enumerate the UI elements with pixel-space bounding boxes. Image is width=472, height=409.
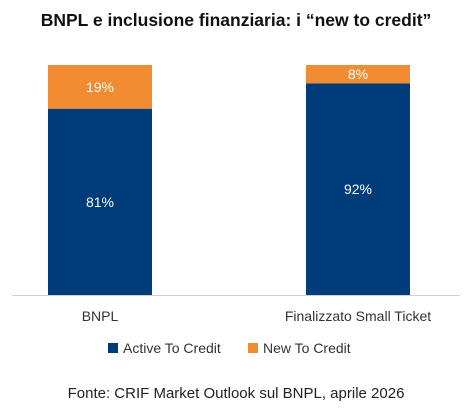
legend-swatch — [108, 343, 118, 353]
bar-active-to-credit-0 — [48, 108, 152, 295]
bar-new-to-credit-0 — [48, 65, 152, 109]
data-label: 81% — [86, 194, 114, 210]
data-label: 8% — [348, 66, 368, 82]
legend-label: New To Credit — [263, 340, 351, 356]
category-label: Finalizzato Small Ticket — [285, 308, 431, 324]
bar-active-to-credit-1 — [306, 83, 410, 296]
data-label: 92% — [344, 181, 372, 197]
chart-title: BNPL e inclusione finanziaria: i “new to… — [40, 10, 432, 30]
legend-swatch — [248, 343, 258, 353]
data-label: 19% — [86, 79, 114, 95]
legend-label: Active To Credit — [123, 340, 221, 356]
category-label: BNPL — [82, 308, 119, 324]
bar-new-to-credit-1 — [306, 65, 410, 84]
source-note: Fonte: CRIF Market Outlook sul BNPL, apr… — [67, 385, 405, 402]
